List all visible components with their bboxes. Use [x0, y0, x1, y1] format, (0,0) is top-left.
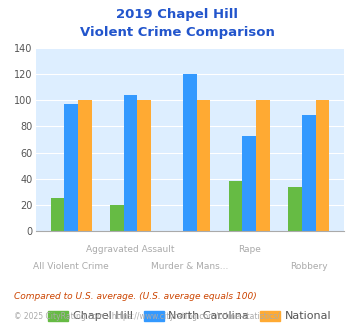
Bar — [197, 100, 211, 231]
Bar — [256, 100, 270, 231]
Text: 2019 Chapel Hill: 2019 Chapel Hill — [116, 8, 239, 21]
Bar — [242, 136, 256, 231]
Bar — [229, 181, 242, 231]
Text: Rape: Rape — [238, 245, 261, 254]
Bar — [316, 100, 329, 231]
Text: © 2025 CityRating.com - https://www.cityrating.com/crime-statistics/: © 2025 CityRating.com - https://www.city… — [14, 312, 280, 321]
Bar — [64, 104, 78, 231]
Legend: Chapel Hill, North Carolina, National: Chapel Hill, North Carolina, National — [44, 306, 336, 326]
Bar — [78, 100, 92, 231]
Bar — [137, 100, 151, 231]
Text: All Violent Crime: All Violent Crime — [33, 262, 109, 271]
Text: Aggravated Assault: Aggravated Assault — [86, 245, 175, 254]
Text: Robbery: Robbery — [290, 262, 328, 271]
Bar — [124, 95, 137, 231]
Bar — [288, 186, 302, 231]
Bar — [110, 205, 124, 231]
Text: Violent Crime Comparison: Violent Crime Comparison — [80, 26, 275, 39]
Bar — [302, 115, 316, 231]
Text: Murder & Mans...: Murder & Mans... — [151, 262, 229, 271]
Bar — [51, 198, 64, 231]
Bar — [183, 74, 197, 231]
Text: Compared to U.S. average. (U.S. average equals 100): Compared to U.S. average. (U.S. average … — [14, 292, 257, 301]
